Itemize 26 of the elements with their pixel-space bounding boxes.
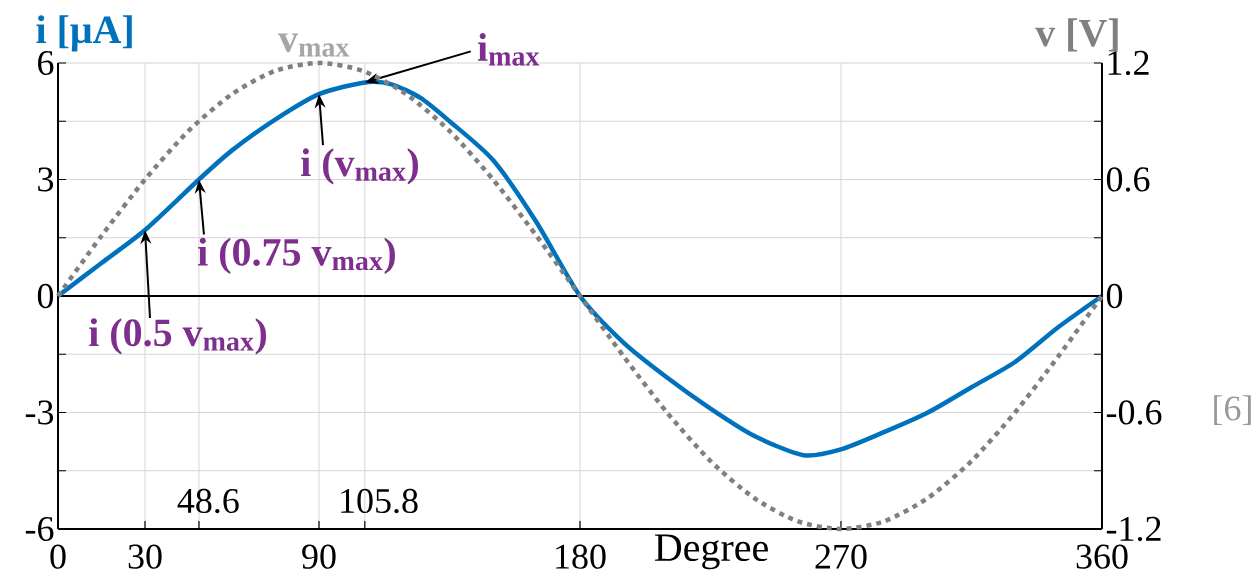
y2-axis-title: v [V] <box>1035 18 1118 52</box>
text: [6] <box>1214 395 1251 426</box>
x-tick-label: 90 <box>302 544 336 569</box>
x-tick-label: 30 <box>128 544 162 569</box>
y2-tick-label: -1.2 <box>1106 516 1161 542</box>
x-tick-label: 360 <box>1076 544 1128 569</box>
y-tick-label: -6 <box>25 516 54 542</box>
y-tick-label: 0 <box>37 283 54 309</box>
annotation: 105.8 <box>341 488 418 514</box>
y2-tick-label: 0.6 <box>1106 167 1150 192</box>
annotation: i (v$_{max}$) <box>301 148 419 185</box>
annotation: i (0.5 v$_{max}$) <box>89 318 267 355</box>
y-tick-label: 3 <box>38 167 54 192</box>
y-axis-title: i [μA] <box>36 15 132 52</box>
y-tick-label: -3 <box>25 400 54 425</box>
y2-tick-label: -0.6 <box>1106 400 1162 425</box>
x-axis-title: Degree <box>654 534 768 570</box>
y-tick-label: 6 <box>38 50 54 76</box>
annotation: i (0.75 v$_{max}$) <box>198 237 395 274</box>
y2-tick-label: 0 <box>1106 283 1123 309</box>
annotation: i$_{max}$ <box>477 33 540 66</box>
x-tick-label: 180 <box>556 544 606 569</box>
annotation: 48.6 <box>177 488 239 514</box>
annotation: v$_{max}$ <box>278 33 350 57</box>
x-tick-label: 270 <box>815 544 867 569</box>
y2-tick-label: 1.2 <box>1108 50 1149 76</box>
